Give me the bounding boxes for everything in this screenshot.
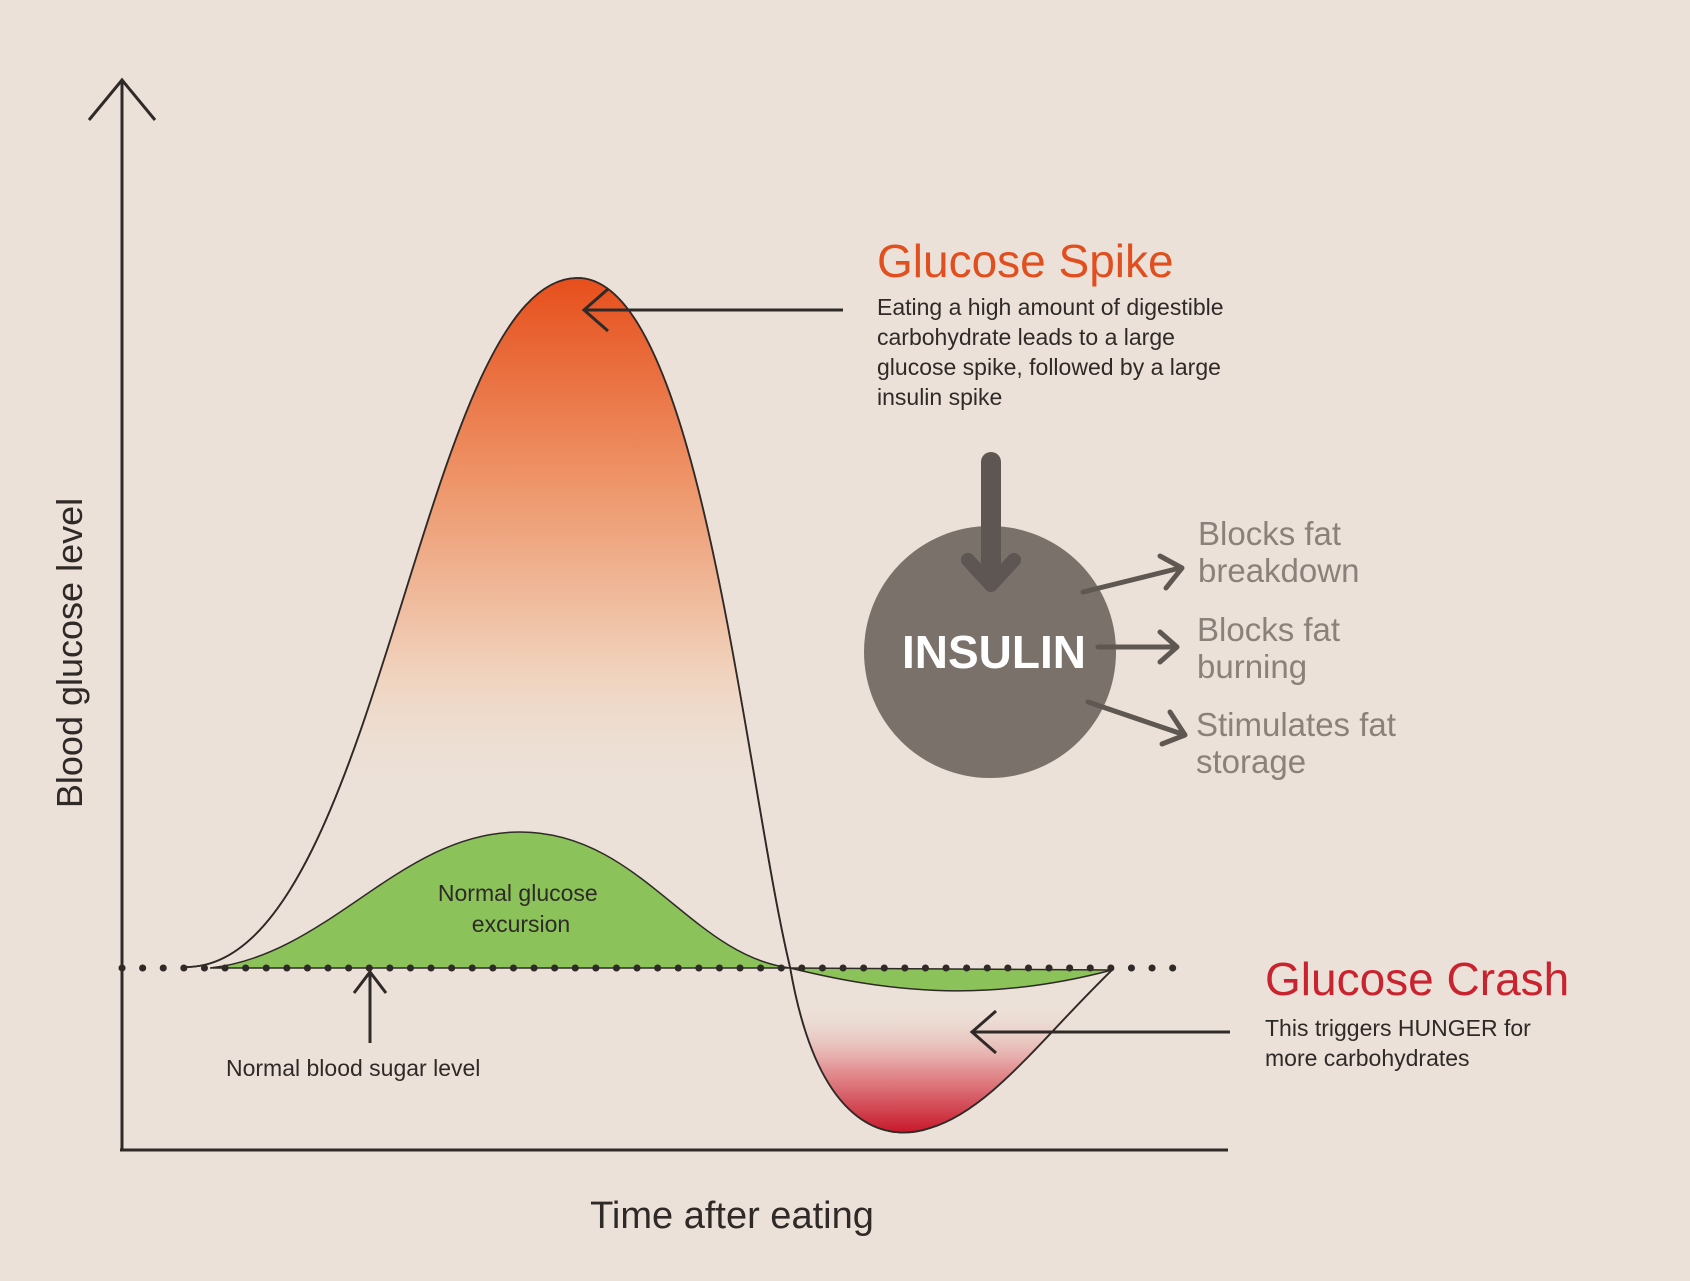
- effect-blocks-fat-breakdown: Blocks fat breakdown: [1198, 515, 1359, 589]
- y-axis-arrowhead: [87, 77, 157, 121]
- normal-excursion-fill: [209, 831, 791, 969]
- spike-pointer-arrowhead: [581, 287, 609, 333]
- glucose-spike-outline: [184, 277, 791, 968]
- effect-arrows: [1080, 553, 1188, 747]
- glucose-spike-fill: [185, 277, 790, 968]
- effect-stimulates-fat-storage: Stimulates fat storage: [1196, 706, 1405, 780]
- x-axis-label: Time after eating: [590, 1195, 874, 1237]
- spike-description-line: Eating a high amount of digestible: [877, 294, 1224, 320]
- normal-blood-sugar-label: Normal blood sugar level: [226, 1055, 480, 1081]
- effect-blocks-fat-burning: Blocks fat burning: [1197, 611, 1349, 685]
- insulin-circle: [864, 526, 1116, 778]
- normal-excursion-label: Normal glucose excursion: [438, 880, 604, 937]
- spike-description-line: carbohydrate leads to a large: [877, 324, 1175, 350]
- spike-description-line: insulin spike: [877, 384, 1002, 410]
- insulin-label: INSULIN: [902, 626, 1086, 678]
- baseline-pointer-arrowhead: [352, 969, 388, 994]
- spike-description-line: glucose spike, followed by a large: [877, 354, 1221, 380]
- normal-dip-fill: [789, 967, 1113, 992]
- crash-description: This triggers HUNGER for more carbohydra…: [1265, 1015, 1537, 1071]
- glucose-crash-title: Glucose Crash: [1265, 953, 1569, 1005]
- spike-description: Eating a high amount of digestible carbo…: [877, 294, 1230, 410]
- insulin-down-arrowhead: [961, 553, 1021, 592]
- y-axis-label: Blood glucose level: [49, 498, 90, 808]
- glucose-crash-fill: [790, 967, 1112, 1133]
- glucose-spike-title: Glucose Spike: [877, 235, 1174, 287]
- glucose-crash-outline: [789, 966, 1113, 1134]
- crash-pointer-arrowhead: [969, 1009, 997, 1055]
